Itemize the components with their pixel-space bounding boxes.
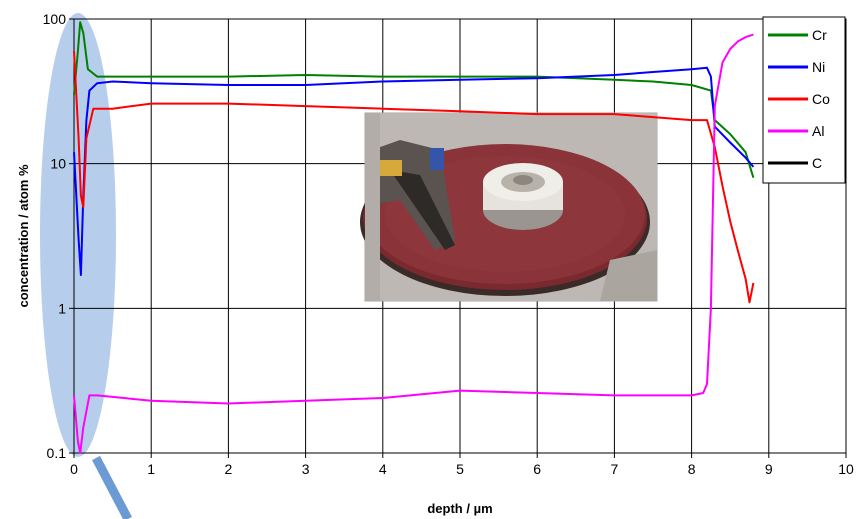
hard-disk-photo bbox=[360, 112, 658, 302]
x-tick-label: 6 bbox=[533, 461, 541, 477]
x-tick-label: 4 bbox=[379, 461, 387, 477]
series-line-al bbox=[73, 33, 754, 454]
legend-label-cr: Cr bbox=[812, 27, 827, 43]
callout-pointer bbox=[92, 455, 132, 519]
x-tick-label: 10 bbox=[838, 461, 854, 477]
x-tick-label: 9 bbox=[765, 461, 773, 477]
legend: Cr Ni Co Al C bbox=[762, 16, 846, 184]
y-tick-label: 10 bbox=[50, 156, 66, 172]
legend-label-ni: Ni bbox=[812, 59, 825, 75]
x-tick-label: 5 bbox=[456, 461, 464, 477]
legend-label-al: Al bbox=[812, 123, 824, 139]
x-tick-label: 8 bbox=[688, 461, 696, 477]
x-tick-labels: 0 1 2 3 4 5 6 7 8 9 10 bbox=[70, 453, 854, 477]
legend-label-co: Co bbox=[812, 91, 830, 107]
y-tick-label: 0.1 bbox=[47, 445, 67, 461]
y-tick-label: 1 bbox=[58, 300, 66, 316]
legend-label-c: C bbox=[812, 155, 822, 171]
x-tick-label: 3 bbox=[302, 461, 310, 477]
x-axis-title: depth / µm bbox=[427, 501, 492, 516]
series-line-co bbox=[73, 51, 755, 304]
x-tick-label: 2 bbox=[225, 461, 233, 477]
x-tick-label: 7 bbox=[611, 461, 619, 477]
x-tick-label: 1 bbox=[147, 461, 155, 477]
x-tick-label: 0 bbox=[70, 461, 78, 477]
series-lines bbox=[73, 21, 755, 454]
y-tick-label: 100 bbox=[43, 11, 67, 27]
series-line-ni bbox=[73, 66, 755, 276]
y-axis-title: concentration / atom % bbox=[16, 164, 31, 307]
y-tick-labels: 0.1 1 10 100 bbox=[43, 11, 74, 461]
